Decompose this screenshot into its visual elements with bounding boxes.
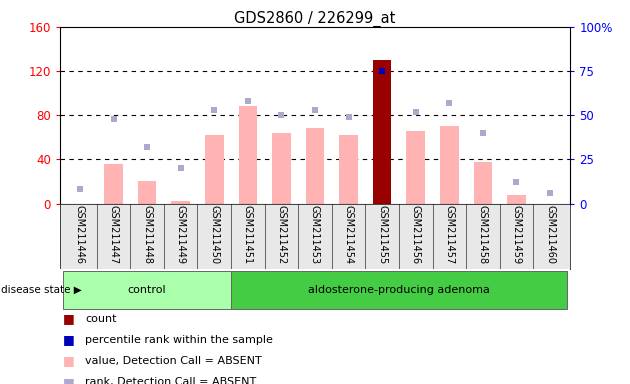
Bar [171,201,190,204]
Bar [105,164,123,204]
Text: GSM211457: GSM211457 [444,205,454,265]
Text: GSM211446: GSM211446 [75,205,85,265]
Bar [63,271,231,309]
Text: ■: ■ [63,376,75,384]
Text: GSM211454: GSM211454 [343,205,353,265]
Text: GSM211449: GSM211449 [176,205,186,265]
Text: count: count [85,314,117,324]
Text: GSM211452: GSM211452 [277,205,287,265]
Text: ■: ■ [63,354,75,367]
Bar [340,135,358,204]
Text: GSM211450: GSM211450 [209,205,219,265]
Bar [406,131,425,204]
Bar [440,126,459,204]
Text: GSM211458: GSM211458 [478,205,488,265]
Text: GSM211459: GSM211459 [512,205,522,265]
Text: GSM211455: GSM211455 [377,205,387,265]
Text: GSM211453: GSM211453 [310,205,320,265]
Text: GSM211451: GSM211451 [243,205,253,265]
Text: aldosterone-producing adenoma: aldosterone-producing adenoma [308,285,490,295]
Bar [474,162,492,204]
Text: GSM211448: GSM211448 [142,205,152,265]
Text: ■: ■ [63,312,75,325]
Bar [239,106,257,204]
Bar [272,133,290,204]
Text: control: control [128,285,166,295]
Text: ■: ■ [63,333,75,346]
Title: GDS2860 / 226299_at: GDS2860 / 226299_at [234,11,396,27]
Text: value, Detection Call = ABSENT: value, Detection Call = ABSENT [85,356,262,366]
Bar [231,271,567,309]
Bar [138,182,156,204]
Bar [306,128,324,204]
Bar [507,195,525,204]
Text: GSM211460: GSM211460 [545,205,555,265]
Text: GSM211447: GSM211447 [108,205,118,265]
Bar [205,135,224,204]
Text: disease state ▶: disease state ▶ [1,285,81,295]
Text: rank, Detection Call = ABSENT: rank, Detection Call = ABSENT [85,377,256,384]
Text: percentile rank within the sample: percentile rank within the sample [85,335,273,345]
Bar [373,60,391,204]
Text: GSM211456: GSM211456 [411,205,421,265]
